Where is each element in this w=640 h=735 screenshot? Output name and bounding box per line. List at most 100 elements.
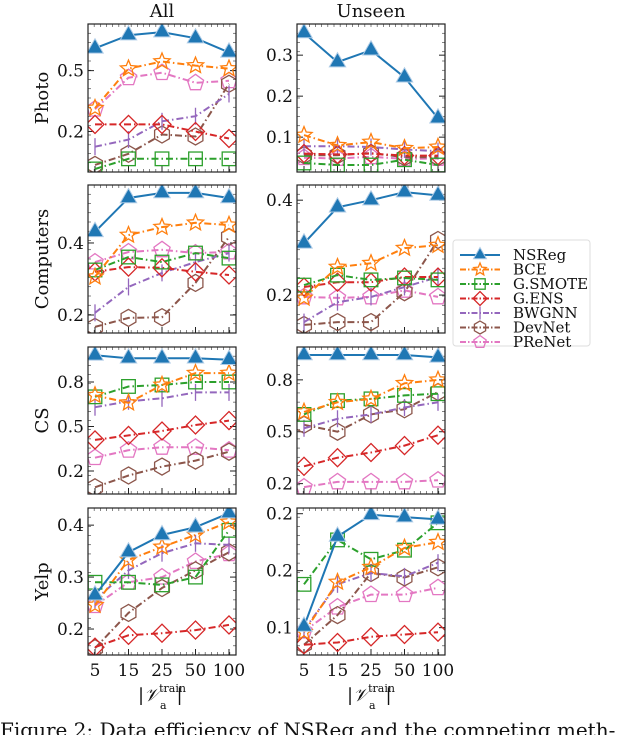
legend-item: BCE <box>460 261 547 279</box>
diamond-marker <box>472 290 488 307</box>
axes-frame <box>296 184 446 334</box>
axes-frame <box>87 23 237 173</box>
diamond-marker <box>185 261 206 282</box>
star-marker <box>361 253 381 272</box>
square-marker <box>397 542 412 558</box>
series-nsreg <box>297 347 445 363</box>
square-marker <box>121 151 136 167</box>
axes-frame <box>87 346 237 495</box>
diamond-marker <box>361 442 381 463</box>
series-nsreg <box>88 185 236 238</box>
legend-label: G.ENS <box>513 290 564 308</box>
diamond-marker <box>428 145 445 166</box>
y-tick-label: 0.2 <box>266 286 293 306</box>
series-g-ens <box>297 622 445 655</box>
diamond-marker <box>152 114 172 135</box>
series-line <box>303 586 439 632</box>
star-marker <box>394 137 415 157</box>
diamond-marker <box>297 143 314 164</box>
triangle-marker <box>328 51 347 68</box>
star-marker <box>428 136 445 156</box>
series-line <box>94 266 230 276</box>
triangle-marker <box>428 347 445 363</box>
series-devnet <box>88 442 236 494</box>
series-line <box>94 381 229 398</box>
y-tick-label: 0.2 <box>57 620 84 640</box>
diamond-marker <box>361 626 381 647</box>
diamond-marker <box>327 272 348 293</box>
pentagon-marker <box>473 334 487 348</box>
pentagon-marker <box>153 63 171 81</box>
triangle-marker <box>88 584 105 601</box>
diamond-marker <box>88 429 105 450</box>
series-line <box>303 152 438 157</box>
diamond-marker <box>185 121 206 142</box>
triangle-marker <box>297 24 314 39</box>
diamond-marker <box>327 144 348 165</box>
series-line <box>303 541 439 633</box>
x-tick-label: 5 <box>299 661 310 681</box>
series-line <box>94 521 230 606</box>
hexagon-marker <box>297 315 313 333</box>
triangle-marker <box>88 347 105 361</box>
star-marker <box>428 234 445 254</box>
series-line <box>303 289 439 299</box>
hexagon-marker <box>362 143 380 163</box>
triangle-marker <box>186 347 205 364</box>
pentagon-marker <box>362 585 380 603</box>
diamond-marker <box>428 425 445 446</box>
legend-label: BCE <box>513 261 547 279</box>
triangle-marker <box>219 508 236 519</box>
diamond-marker <box>297 634 314 655</box>
y-tick-label: 0.2 <box>266 87 293 107</box>
hexagon-marker <box>396 400 413 419</box>
y-tick-label: 0.8 <box>57 373 84 393</box>
hexagon-marker <box>362 563 380 583</box>
x-axis-label-close: | <box>177 685 183 706</box>
triangle-marker <box>395 347 414 361</box>
star-marker <box>327 135 348 154</box>
pentagon-marker <box>186 552 205 570</box>
star-marker <box>428 369 445 389</box>
star-marker <box>428 531 445 551</box>
hexagon-marker <box>120 308 137 328</box>
star-marker <box>219 511 236 531</box>
series-nsreg <box>297 24 445 124</box>
legend-item: NSReg <box>460 246 567 264</box>
square-marker <box>474 278 486 290</box>
series-line <box>303 378 439 413</box>
star-marker <box>88 97 105 117</box>
pentagon-marker <box>362 472 380 490</box>
pentagon-marker <box>328 472 347 490</box>
y-tick-label: 0.2 <box>57 306 84 326</box>
hexagon-marker <box>362 312 380 332</box>
diamond-marker <box>297 277 314 297</box>
series-line <box>94 446 230 459</box>
star-marker <box>361 388 381 408</box>
series-g-ens <box>297 143 445 166</box>
y-tick-label: 0.3 <box>266 46 293 66</box>
series-line <box>94 551 230 649</box>
series-bce <box>88 362 236 412</box>
diamond-marker <box>428 267 445 287</box>
axes-frame <box>296 507 446 656</box>
triangle-marker <box>297 347 314 361</box>
triangle-marker <box>395 66 414 83</box>
plot-area <box>297 347 445 494</box>
series-line <box>94 60 230 109</box>
series-line <box>303 239 439 326</box>
subplot-computers-all: 0.2 0.4 <box>57 184 237 334</box>
star-marker <box>297 287 314 307</box>
legend-box <box>452 239 591 347</box>
star-marker <box>327 256 348 276</box>
series-line <box>94 221 230 278</box>
hexagon-marker <box>153 457 171 476</box>
triangle-marker <box>152 347 172 364</box>
subplot-yelp-unseen: 0.10.20.25 15 25 50 100|𝒱train a | <box>266 505 454 712</box>
axes-frame <box>296 23 446 173</box>
star-marker <box>219 362 236 382</box>
star-marker <box>361 131 381 151</box>
square-marker <box>397 152 412 168</box>
row-label: Computers <box>32 209 53 310</box>
